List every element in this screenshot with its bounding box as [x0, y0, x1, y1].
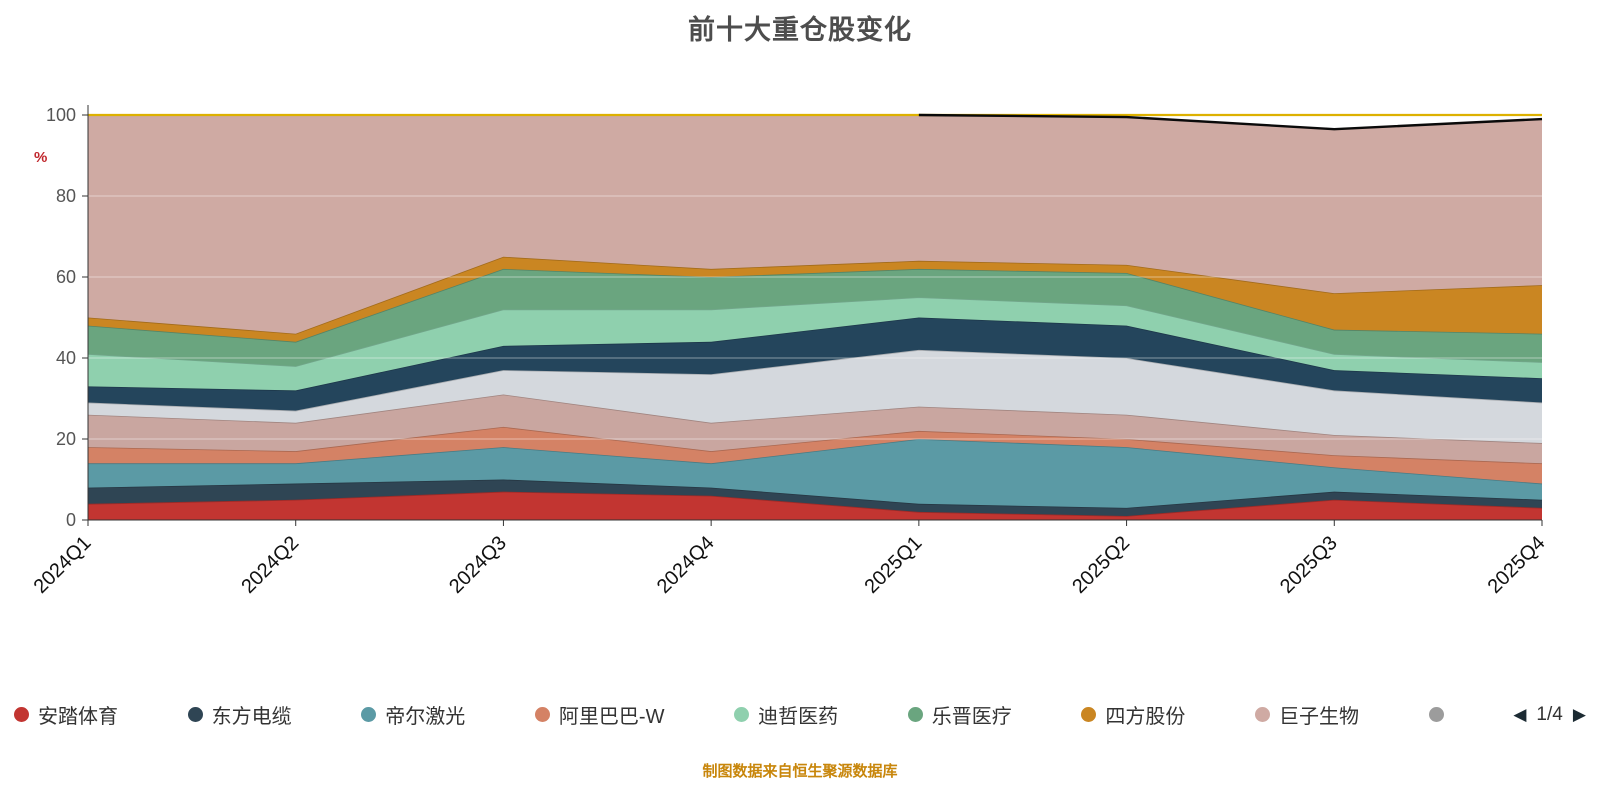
y-tick-label: 60: [56, 267, 76, 287]
legend-marker-icon: [14, 707, 29, 722]
legend-label: 阿里巴巴-W: [558, 706, 665, 728]
page-title: 前十大重仓股变化: [688, 15, 912, 45]
pager-page-label: 1/4: [1536, 703, 1563, 725]
legend-overflow-dot-icon[interactable]: [1428, 707, 1444, 722]
legend-label: 巨子生物: [1279, 706, 1360, 728]
area-乐晋医疗: [88, 268, 1542, 367]
legend-label: 迪哲医药: [758, 706, 839, 728]
x-tick-label: 2025Q1: [861, 532, 927, 598]
legend-marker-icon: [361, 707, 377, 722]
legend-label: 四方股份: [1105, 706, 1186, 728]
legend-pager: ◀ 1/4 ▶: [1513, 704, 1586, 726]
legend-item-6[interactable]: 乐晋医疗: [907, 700, 1012, 729]
area-series-5: [88, 394, 1542, 464]
y-tick-label: 100: [46, 105, 76, 125]
legend-marker-icon: [734, 707, 750, 722]
x-tick-label: 2024Q4: [653, 532, 719, 598]
legend-item-4[interactable]: 阿里巴巴-W: [534, 700, 665, 729]
top-overlay-line: [918, 113, 1543, 131]
legend: 安踏体育 东方电缆 帝尔激光 阿里巴巴-W 迪哲医药 乐晋医疗 四方股份 巨子: [14, 700, 1586, 729]
data-source-note: 制图数据来自恒生聚源数据库: [702, 763, 898, 780]
boundary-乐晋医疗: [87, 268, 1543, 343]
pager-prev-icon[interactable]: ◀: [1513, 705, 1527, 724]
legend-label: 安踏体育: [38, 706, 118, 728]
x-tick-label: 2025Q4: [1484, 532, 1550, 598]
x-tick-label: 2025Q2: [1068, 532, 1134, 598]
legend-marker-icon: [907, 707, 923, 722]
area-帝尔激光: [88, 439, 1542, 508]
x-tick-label: 2024Q2: [237, 532, 303, 598]
legend-label: 乐晋医疗: [931, 706, 1012, 728]
legend-item-2[interactable]: 东方电缆: [187, 700, 292, 729]
area-series-7: [88, 317, 1542, 411]
legend-item-5[interactable]: 迪哲医药: [734, 700, 838, 729]
area-安踏体育: [88, 491, 1542, 520]
boundary-东方电缆: [87, 478, 1543, 509]
y-tick-label: 40: [56, 348, 76, 368]
legend-marker-icon: [534, 707, 550, 722]
legend-item-8[interactable]: 巨子生物: [1255, 700, 1359, 729]
area-巨子生物: [88, 115, 1542, 334]
legend-marker-icon: [1081, 707, 1097, 722]
pager-next-icon[interactable]: ▶: [1572, 705, 1586, 724]
legend-label: 东方电缆: [211, 706, 292, 728]
legend-item-3[interactable]: 帝尔激光: [361, 700, 465, 729]
y-tick-label: 20: [56, 429, 76, 449]
legend-item-7[interactable]: 四方股份: [1081, 700, 1185, 729]
y-tick-label: 80: [56, 186, 76, 206]
legend-marker-icon: [1255, 707, 1271, 722]
x-tick-label: 2024Q3: [445, 532, 511, 598]
area-四方股份: [88, 256, 1542, 342]
y-axis-unit-label: %: [34, 149, 47, 166]
stacked-area-chart: 0 20 40 60 80 100% 2024Q1 2024Q2 2024Q3 2024Q4 202…: [30, 105, 1550, 598]
legend-marker-icon: [187, 707, 203, 722]
legend-label: 帝尔激光: [385, 706, 466, 728]
x-tick-label: 2024Q1: [30, 532, 96, 598]
area-东方电缆: [88, 479, 1542, 516]
area-series-6: [88, 349, 1542, 444]
area-迪哲医药: [88, 297, 1542, 391]
y-tick-label: 0: [66, 510, 76, 530]
x-tick-label: 2025Q3: [1276, 532, 1342, 598]
area-阿里巴巴-W: [88, 426, 1542, 484]
legend-item-1[interactable]: 安踏体育: [14, 700, 118, 729]
